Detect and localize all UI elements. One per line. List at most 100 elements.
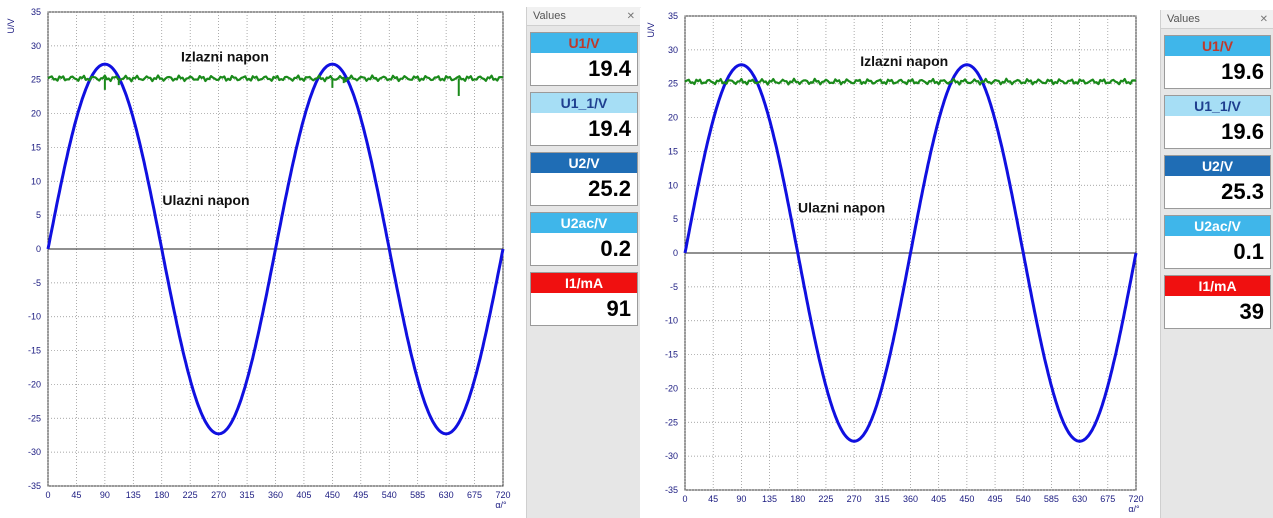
x-tick-label: 540 — [382, 490, 397, 500]
value-box: I1/mA 39 — [1164, 275, 1271, 329]
value-box: U2ac/V 0.2 — [530, 212, 638, 266]
x-tick-label: 720 — [495, 490, 510, 500]
series-line — [683, 63, 1138, 443]
x-tick-label: 315 — [875, 494, 890, 504]
values-panel-header: Values ✕ — [527, 7, 641, 26]
y-tick-label: 0 — [673, 248, 678, 258]
y-tick-label: 10 — [31, 176, 41, 186]
y-tick-label: -10 — [665, 316, 678, 326]
y-tick-label: -5 — [33, 278, 41, 288]
y-tick-label: 15 — [31, 142, 41, 152]
series-annotation: Izlazni napon — [181, 48, 269, 64]
value-box-value: 25.2 — [588, 176, 631, 201]
y-tick-label: 35 — [668, 11, 678, 21]
series-line — [47, 74, 504, 83]
x-tick-label: 270 — [211, 490, 226, 500]
y-tick-label: 25 — [668, 79, 678, 89]
value-box: U1_1/V 19.6 — [1164, 95, 1271, 149]
value-box-label: U2/V — [531, 153, 637, 173]
x-tick-label: 450 — [959, 494, 974, 504]
value-box-value: 39 — [1239, 299, 1264, 324]
value-box-value: 19.6 — [1221, 59, 1264, 84]
x-tick-label: 675 — [1100, 494, 1115, 504]
x-tick-label: 270 — [847, 494, 862, 504]
value-box-value: 0.1 — [1233, 239, 1264, 264]
value-box-label: U2ac/V — [1165, 216, 1270, 236]
x-tick-label: 315 — [240, 490, 255, 500]
chart-2: 0 45 90 135 180 225 270 315 360 405 450 495 540 585 63… — [640, 8, 1152, 518]
y-tick-label: 35 — [31, 7, 41, 17]
x-tick-label: 630 — [439, 490, 454, 500]
value-box-value: 19.6 — [1221, 119, 1264, 144]
x-axis-label: α/° — [495, 500, 507, 510]
series-annotation: Ulazni napon — [162, 192, 249, 208]
values-panel-1: Values ✕ U1/V 19.4 U1_1/V 19.4 U2/V 25.2 U2ac/… — [526, 7, 641, 518]
y-tick-label: 15 — [668, 146, 678, 156]
chart-1: 0 45 90 135 180 225 270 315 360 405 450 495 540 585 63… — [0, 4, 516, 518]
x-tick-label: 180 — [154, 490, 169, 500]
y-axis-label: U/V — [646, 22, 656, 37]
y-tick-label: -20 — [28, 379, 41, 389]
y-tick-label: -20 — [665, 383, 678, 393]
close-icon[interactable]: ✕ — [626, 10, 635, 22]
y-axis-label: U/V — [6, 18, 16, 33]
value-box-label: U1/V — [531, 33, 637, 53]
series-annotation: Izlazni napon — [860, 53, 948, 69]
x-tick-label: 45 — [708, 494, 718, 504]
y-tick-label: -35 — [665, 485, 678, 495]
value-box-value: 19.4 — [588, 56, 631, 81]
y-tick-label: -30 — [665, 451, 678, 461]
x-tick-label: 45 — [71, 490, 81, 500]
x-tick-label: 720 — [1128, 494, 1143, 504]
y-tick-label: 30 — [31, 41, 41, 51]
value-box-label: U2/V — [1165, 156, 1270, 176]
value-box: U2/V 25.2 — [530, 152, 638, 206]
x-tick-label: 90 — [736, 494, 746, 504]
y-tick-label: -25 — [665, 417, 678, 427]
x-tick-label: 450 — [325, 490, 340, 500]
series-line — [46, 62, 505, 436]
x-tick-label: 495 — [353, 490, 368, 500]
value-box: U2/V 25.3 — [1164, 155, 1271, 209]
value-box-label: U1_1/V — [531, 93, 637, 113]
x-tick-label: 135 — [762, 494, 777, 504]
y-tick-label: -15 — [28, 346, 41, 356]
x-tick-label: 540 — [1016, 494, 1031, 504]
x-tick-label: 585 — [410, 490, 425, 500]
series-line — [684, 77, 1137, 86]
x-tick-label: 90 — [100, 490, 110, 500]
x-tick-label: 180 — [790, 494, 805, 504]
values-panel-header: Values ✕ — [1161, 10, 1273, 29]
values-panel-2: Values ✕ U1/V 19.6 U1_1/V 19.6 U2/V 25.3 U2ac/… — [1160, 10, 1273, 518]
value-box-label: I1/mA — [1165, 276, 1270, 296]
y-tick-label: -10 — [28, 312, 41, 322]
value-box-value: 25.3 — [1221, 179, 1264, 204]
x-tick-label: 360 — [903, 494, 918, 504]
y-tick-label: 20 — [668, 113, 678, 123]
y-tick-label: 30 — [668, 45, 678, 55]
x-tick-label: 135 — [126, 490, 141, 500]
close-icon[interactable]: ✕ — [1259, 13, 1268, 25]
y-tick-label: -15 — [665, 350, 678, 360]
x-tick-label: 225 — [818, 494, 833, 504]
value-box: I1/mA 91 — [530, 272, 638, 326]
value-box: U1/V 19.4 — [530, 32, 638, 86]
values-panel-title: Values — [533, 10, 566, 22]
value-box-label: U1_1/V — [1165, 96, 1270, 116]
chart-1-svg: 0 45 90 135 180 225 270 315 360 405 450 495 540 585 63… — [6, 7, 511, 510]
y-tick-label: 10 — [668, 180, 678, 190]
y-tick-label: 5 — [36, 210, 41, 220]
series-annotation: Ulazni napon — [798, 199, 885, 215]
x-tick-label: 630 — [1072, 494, 1087, 504]
x-tick-label: 0 — [682, 494, 687, 504]
value-box: U1/V 19.6 — [1164, 35, 1271, 89]
value-box-label: U1/V — [1165, 36, 1270, 56]
y-tick-label: 25 — [31, 75, 41, 85]
chart-2-svg: 0 45 90 135 180 225 270 315 360 405 450 495 540 585 63… — [646, 11, 1144, 514]
value-box-value: 91 — [606, 296, 631, 321]
x-tick-label: 585 — [1044, 494, 1059, 504]
y-tick-label: -30 — [28, 447, 41, 457]
value-box: U1_1/V 19.4 — [530, 92, 638, 146]
y-tick-label: -25 — [28, 413, 41, 423]
value-box: U2ac/V 0.1 — [1164, 215, 1271, 269]
